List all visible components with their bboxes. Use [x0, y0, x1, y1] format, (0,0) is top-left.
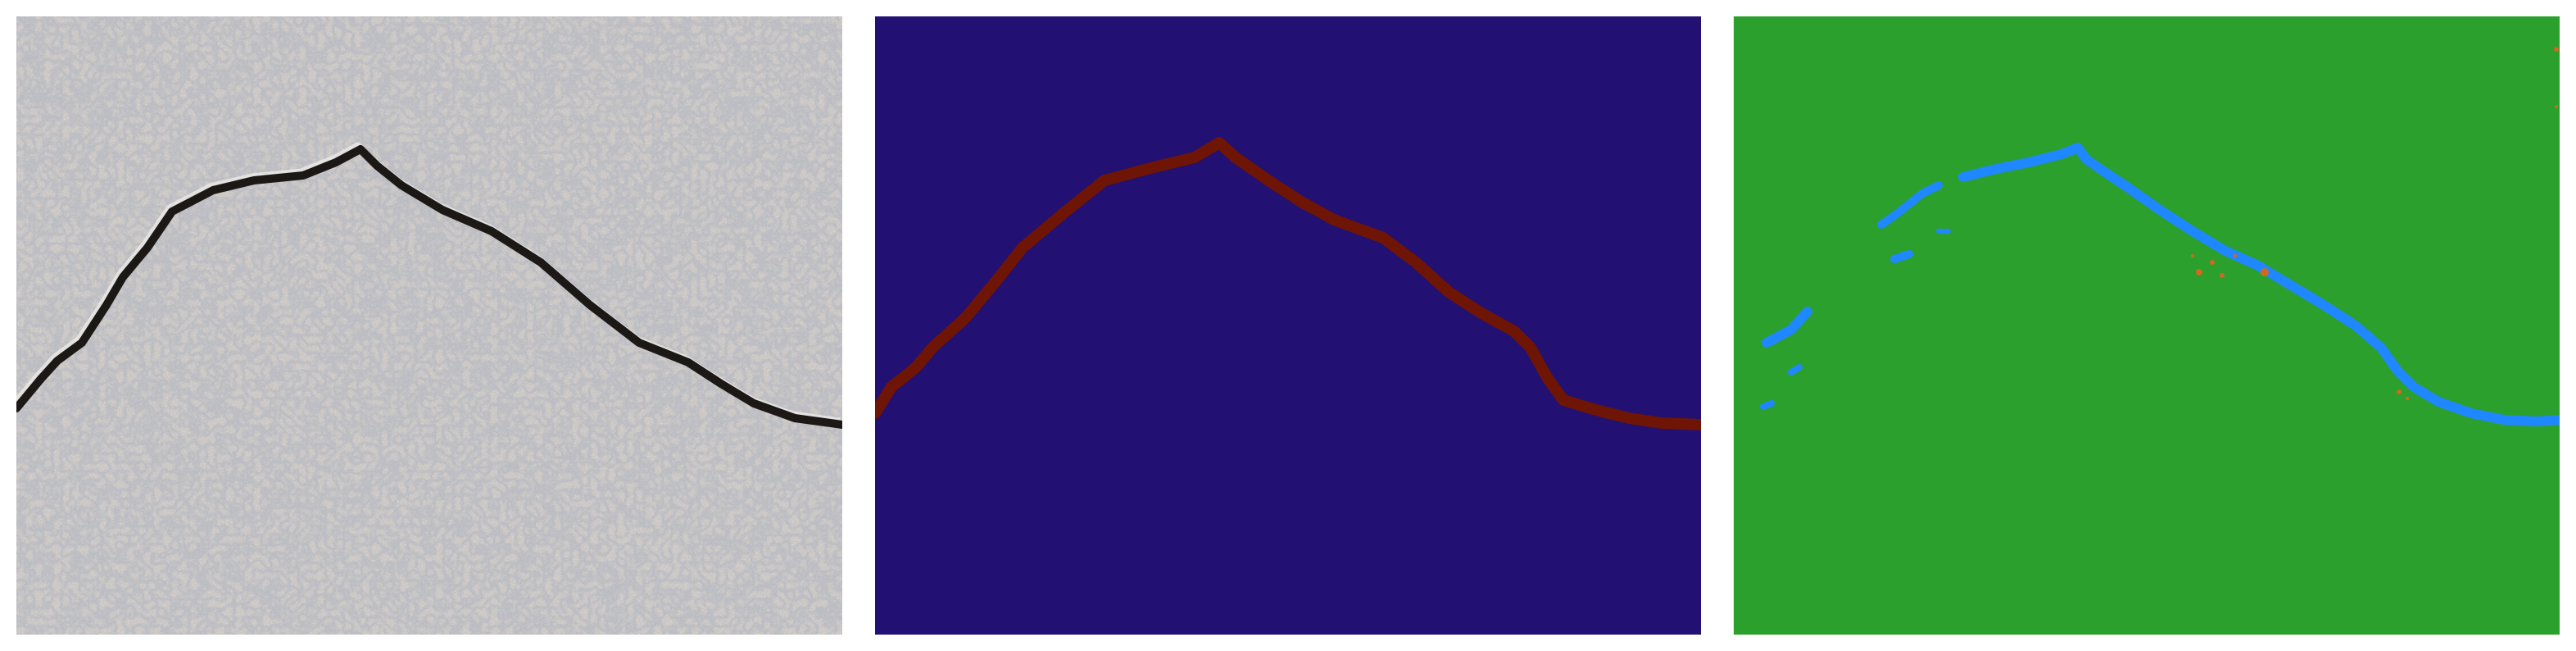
crack: [16, 145, 842, 429]
prediction-background: [1734, 16, 2560, 635]
prediction-noise: [2191, 47, 2559, 400]
concrete-specks: [16, 16, 842, 635]
concrete-photo-panel: [16, 16, 842, 635]
mask-background: [875, 16, 1701, 635]
predicted-mask-panel: [1734, 16, 2560, 635]
ground-truth-mask: [875, 16, 1701, 635]
ground-truth-mask-panel: [875, 16, 1701, 635]
mask-crack: [875, 137, 1701, 430]
predicted-mask: [1734, 16, 2560, 635]
concrete-photo: [16, 16, 842, 635]
prediction-crack: [1760, 143, 2560, 426]
